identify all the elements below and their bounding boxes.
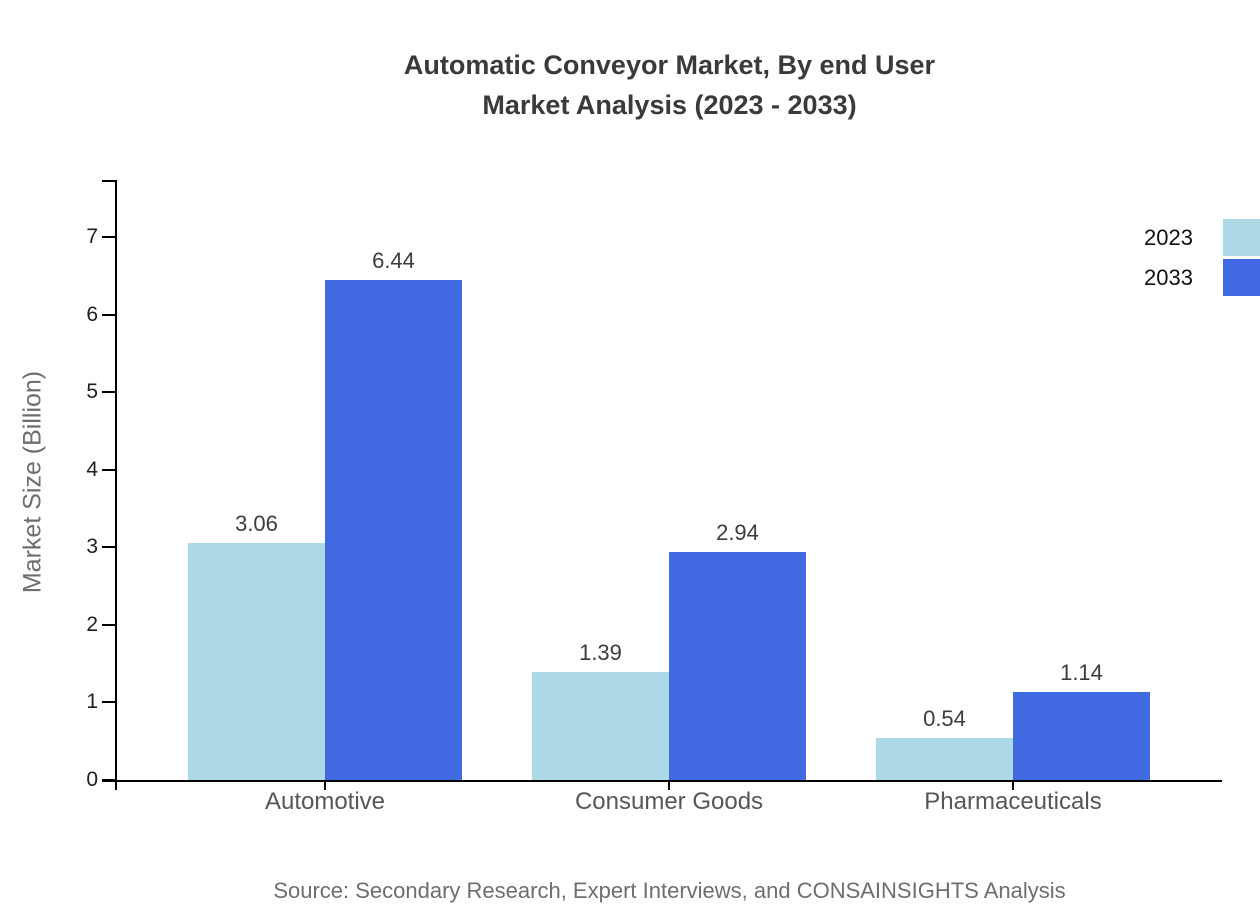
y-tick-label: 3 (86, 535, 98, 559)
y-tick-label: 7 (86, 225, 98, 248)
y-tick (102, 701, 116, 704)
y-tick (102, 391, 116, 394)
y-tick-label: 5 (86, 380, 98, 404)
y-axis-top-tick (102, 180, 116, 182)
y-tick-label: 0 (86, 768, 98, 791)
legend-swatch (1223, 259, 1260, 296)
bar-value-label: 0.54 (923, 706, 966, 732)
bar-2033-automotive (325, 280, 462, 780)
y-tick (102, 623, 116, 626)
chart-title-line1: Automatic Conveyor Market, By end User (403, 50, 936, 80)
bar-value-label: 1.39 (579, 640, 622, 666)
legend-swatch (1223, 219, 1260, 256)
bar-value-label: 1.14 (1060, 659, 1103, 685)
y-tick (102, 468, 116, 471)
x-category-label: Consumer Goods (574, 788, 764, 815)
bar-2023-consumer-goods (532, 672, 669, 780)
bar-value-label: 6.44 (372, 248, 415, 274)
source-note: Source: Secondary Research, Expert Inter… (273, 878, 1066, 903)
bar-2033-consumer-goods (669, 551, 806, 780)
plot-area: 0 1 2 3 4 5 6 7 Automotive Consumer Goods Pharmac… (86, 180, 1222, 815)
x-axis-line (102, 780, 1222, 782)
legend-label: 2033 (1144, 265, 1193, 290)
bar-2023-pharmaceuticals (876, 738, 1013, 780)
legend-item: 2033 (1063, 259, 1260, 296)
y-tick (102, 236, 116, 238)
y-tick-label: 6 (86, 302, 98, 326)
y-axis-line (115, 180, 117, 790)
bar-value-label: 2.94 (716, 519, 759, 545)
legend: 2023 2033 (1063, 219, 1260, 299)
chart-title-line2: Market Analysis (2023 - 2033) (482, 90, 857, 120)
bar-2023-automotive (188, 542, 325, 780)
bar-2033-pharmaceuticals (1013, 691, 1150, 780)
x-tick (1012, 780, 1014, 790)
y-tick-label: 1 (86, 690, 98, 714)
y-tick (102, 313, 116, 316)
y-tick-label: 4 (86, 457, 98, 481)
x-category-label: Automotive (264, 788, 386, 815)
bar-value-label: 3.06 (235, 510, 278, 536)
x-tick (668, 780, 670, 790)
y-tick (102, 546, 116, 549)
y-tick-label: 2 (86, 612, 98, 636)
chart-title: Automatic Conveyor Market, By end User M… (117, 45, 1222, 125)
x-tick (324, 780, 326, 790)
legend-label: 2023 (1144, 225, 1193, 250)
y-tick (102, 779, 116, 781)
legend-item: 2023 (1063, 219, 1260, 256)
x-category-label: Pharmaceuticals (924, 788, 1102, 815)
